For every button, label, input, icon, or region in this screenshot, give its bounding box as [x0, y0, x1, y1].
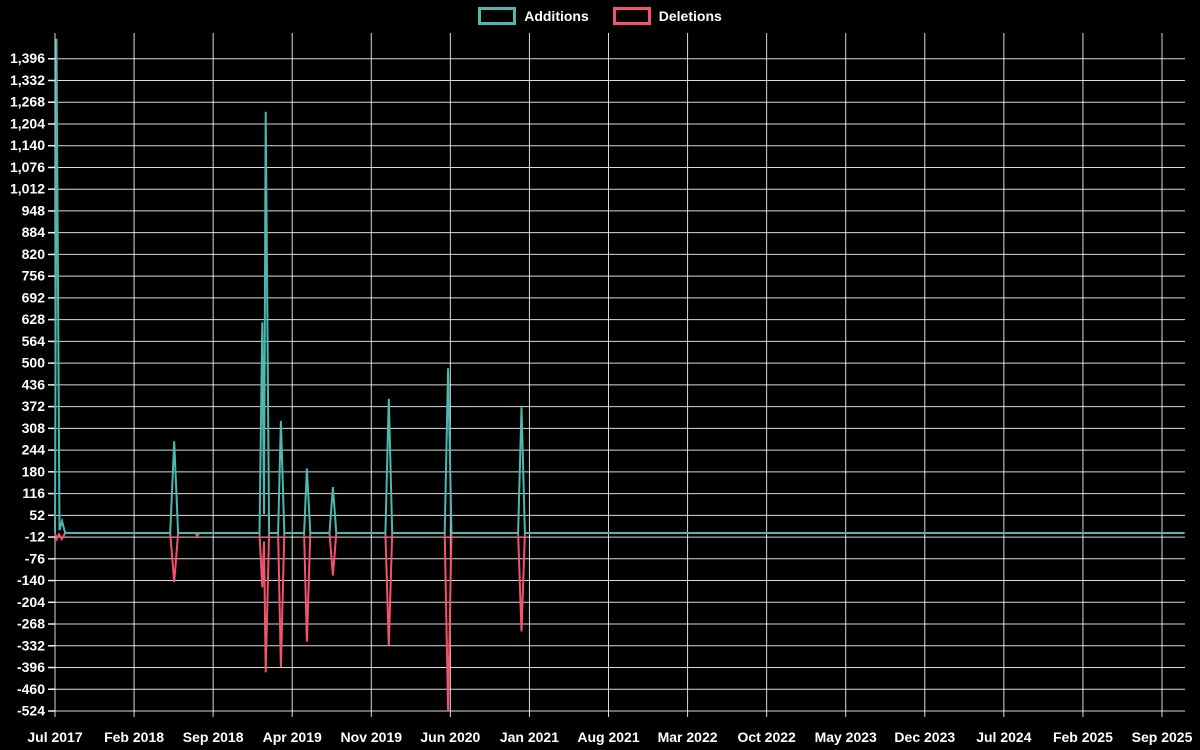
y-tick-label: 692	[22, 289, 46, 305]
y-tick-label: 1,268	[10, 94, 45, 110]
y-tick-label: 372	[22, 398, 46, 414]
legend-item-deletions[interactable]: Deletions	[612, 7, 722, 25]
y-tick-label: 1,076	[10, 159, 45, 175]
x-tick-label: Feb 2025	[1053, 729, 1113, 745]
y-tick-label: 1,332	[10, 72, 45, 88]
y-tick-label: 820	[22, 246, 46, 262]
x-tick-label: Jun 2020	[420, 729, 480, 745]
legend-label-additions: Additions	[524, 8, 589, 24]
y-tick-label: -76	[25, 550, 45, 566]
legend-label-deletions: Deletions	[658, 8, 722, 24]
y-tick-label: 52	[29, 507, 45, 523]
series-line-deletions	[54, 532, 1185, 712]
x-tick-label: Mar 2022	[658, 729, 718, 745]
series-line-additions	[54, 38, 1185, 534]
chart-legend: Additions Deletions	[0, 7, 1200, 25]
y-tick-label: 884	[22, 224, 46, 240]
deletions-swatch-icon	[612, 7, 651, 25]
additions-swatch-icon	[478, 7, 517, 25]
y-tick-label: 1,204	[10, 115, 45, 131]
y-tick-label: -12	[25, 529, 45, 545]
y-tick-label: 564	[22, 333, 46, 349]
y-tick-label: 436	[22, 376, 46, 392]
x-tick-label: Jul 2017	[27, 729, 82, 745]
y-tick-label: -204	[17, 594, 45, 610]
y-tick-label: 1,140	[10, 137, 45, 153]
x-tick-label: Aug 2021	[577, 729, 639, 745]
x-tick-label: Apr 2019	[263, 729, 322, 745]
y-tick-label: 500	[22, 355, 46, 371]
x-tick-label: Sep 2025	[1132, 729, 1193, 745]
x-tick-label: Feb 2018	[104, 729, 164, 745]
y-tick-label: -332	[17, 637, 45, 653]
y-tick-label: 1,012	[10, 181, 45, 197]
x-tick-label: Oct 2022	[737, 729, 796, 745]
y-tick-label: 244	[22, 442, 46, 458]
y-tick-label: 308	[22, 420, 46, 436]
y-tick-label: 756	[22, 268, 46, 284]
y-tick-label: -140	[17, 572, 45, 588]
x-tick-label: Dec 2023	[894, 729, 955, 745]
x-tick-label: Jul 2024	[976, 729, 1031, 745]
y-tick-label: 180	[22, 463, 46, 479]
legend-item-additions[interactable]: Additions	[478, 7, 589, 25]
y-tick-label: 116	[22, 485, 45, 501]
y-tick-label: -460	[17, 681, 45, 697]
y-tick-label: -268	[17, 616, 45, 632]
x-tick-label: Jan 2021	[500, 729, 559, 745]
y-tick-label: 1,396	[10, 50, 45, 66]
y-tick-label: 948	[22, 202, 46, 218]
x-tick-label: Nov 2019	[341, 729, 403, 745]
y-tick-label: -524	[17, 703, 45, 719]
y-tick-label: -396	[17, 659, 45, 675]
y-tick-label: 628	[22, 311, 46, 327]
x-tick-label: Sep 2018	[183, 729, 244, 745]
x-tick-label: May 2023	[815, 729, 877, 745]
